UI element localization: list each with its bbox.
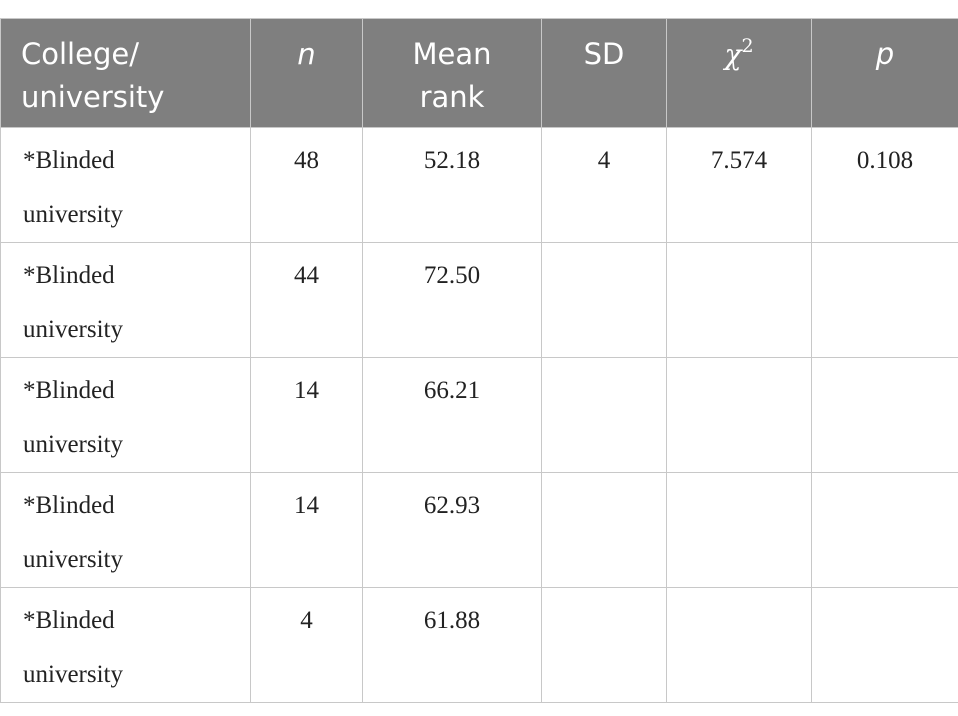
table-cell: [811, 242, 958, 358]
table-row: *Blinded university 48 52.18 4 7.574 0.108: [0, 127, 958, 243]
table-cell: 48: [250, 127, 363, 243]
header-cell: n: [250, 18, 363, 128]
table-cell: [541, 242, 667, 358]
header-symbol: χ: [724, 38, 742, 71]
table-cell: 52.18: [362, 127, 542, 243]
header-cell: College/ university: [0, 18, 251, 128]
table-cell: 61.88: [362, 587, 542, 703]
table-cell: *Blinded university: [0, 357, 251, 473]
table-cell: [541, 587, 667, 703]
table-cell: 4: [250, 587, 363, 703]
table-row: *Blinded university 44 72.50: [0, 242, 958, 358]
header-superscript: 2: [741, 35, 754, 57]
table-cell: *Blinded university: [0, 587, 251, 703]
table-cell: 66.21: [362, 357, 542, 473]
table-row: *Blinded university 4 61.88: [0, 587, 958, 703]
table-cell: [666, 357, 812, 473]
table-cell: 4: [541, 127, 667, 243]
table-cell: *Blinded university: [0, 127, 251, 243]
table-row: *Blinded university 14 62.93: [0, 472, 958, 588]
header-cell: χ2: [666, 18, 812, 128]
table-cell: 14: [250, 357, 363, 473]
table-cell: [811, 587, 958, 703]
table-row: *Blinded university 14 66.21: [0, 357, 958, 473]
table-cell: 44: [250, 242, 363, 358]
data-table: College/ university n Mean rank SD χ2 p *Blin…: [0, 18, 958, 703]
table-cell: *Blinded university: [0, 242, 251, 358]
header-row: College/ university n Mean rank SD χ2 p: [0, 18, 958, 128]
header-cell: p: [811, 18, 958, 128]
table-cell: [666, 587, 812, 703]
header-cell: Mean rank: [362, 18, 542, 128]
table-cell: *Blinded university: [0, 472, 251, 588]
table-body: *Blinded university 48 52.18 4 7.574 0.108 *Bl…: [0, 127, 958, 703]
table-cell: [811, 357, 958, 473]
table-cell: [666, 242, 812, 358]
table-cell: [541, 472, 667, 588]
table-cell: 14: [250, 472, 363, 588]
table-cell: 72.50: [362, 242, 542, 358]
table-cell: 0.108: [811, 127, 958, 243]
table-cell: [666, 472, 812, 588]
table-cell: [811, 472, 958, 588]
table-cell: [541, 357, 667, 473]
table-cell: 7.574: [666, 127, 812, 243]
header-cell: SD: [541, 18, 667, 128]
table-cell: 62.93: [362, 472, 542, 588]
